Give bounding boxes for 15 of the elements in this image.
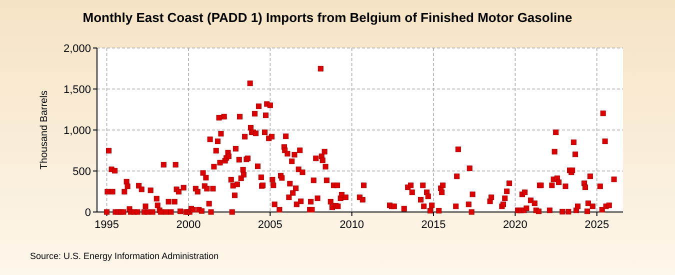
x-tick-label: 1995 — [94, 219, 120, 231]
x-tick-label: 2000 — [176, 219, 201, 231]
y-tick-label: 1,500 — [63, 84, 91, 96]
y-tick-label: 0 — [84, 206, 91, 219]
x-tick-label: 2005 — [258, 219, 282, 231]
y-tick-label: 1,000 — [63, 124, 91, 137]
x-tick-label: 2020 — [502, 219, 528, 231]
x-tick-label: 2025 — [584, 219, 610, 231]
y-tick-label: 500 — [72, 166, 91, 178]
y-axis-title: Thousand Barrels — [39, 90, 50, 170]
x-tick-label: 2010 — [340, 219, 364, 231]
chart-title: Monthly East Coast (PADD 1) Imports from Belgium of Finished Motor Gasoline — [82, 10, 572, 25]
x-tick-label: 2015 — [421, 219, 446, 231]
y-tick-label: 2,000 — [63, 42, 91, 55]
source-note: Source: U.S. Energy Information Administration — [30, 251, 219, 261]
